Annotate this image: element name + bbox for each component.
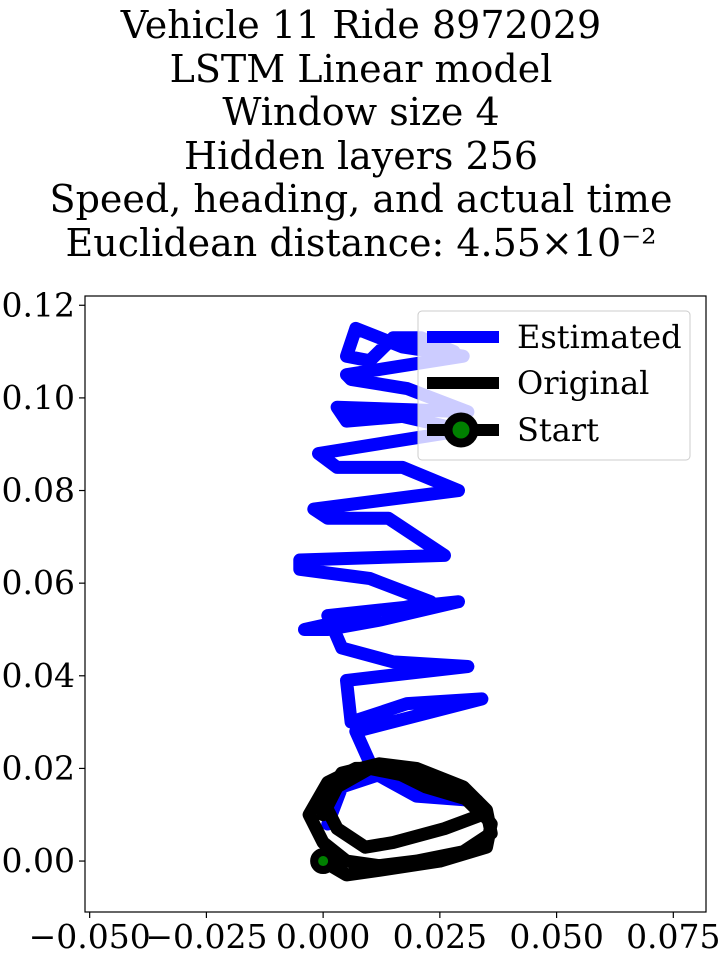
x-tick-label: −0.050: [29, 917, 151, 956]
legend: Estimated Original Start: [417, 310, 691, 461]
y-tick-label: 0.02: [2, 748, 75, 787]
y-tick-label: 0.08: [2, 471, 75, 510]
legend-marker-start: [443, 412, 479, 448]
legend-label-original: Original: [517, 364, 649, 402]
x-tick-label: 0.075: [626, 917, 720, 956]
y-tick-label: 0.10: [2, 378, 75, 417]
y-tick-label: 0.06: [2, 563, 75, 602]
chart-title: Vehicle 11 Ride 8972029 LSTM Linear mode…: [0, 3, 722, 265]
axis-ticks: −0.050−0.025 0.000 0.025 0.050 0.075 0.00 0.02…: [2, 285, 721, 956]
series-line-estimated: [293, 321, 489, 831]
title-line-5: Speed, heading, and actual time: [49, 177, 673, 221]
title-line-2: LSTM Linear model: [169, 46, 553, 91]
y-tick-label: 0.00: [2, 841, 75, 880]
series-marker-start: [310, 848, 337, 875]
title-line-3: Window size 4: [222, 90, 500, 134]
title-line-1: Vehicle 11 Ride 8972029: [120, 3, 602, 47]
legend-box: [417, 310, 691, 461]
series-line-original: [302, 757, 498, 882]
series-layer: [293, 321, 498, 882]
title-line-6: Euclidean distance: 4.55×10⁻²: [65, 220, 657, 265]
x-tick-label: 0.050: [509, 917, 603, 956]
legend-label-estimated: Estimated: [517, 318, 682, 356]
legend-label-start: Start: [517, 411, 599, 449]
x-tick-label: 0.000: [276, 917, 370, 956]
x-tick-label: 0.025: [393, 917, 487, 956]
plot-area-frame: [84, 295, 707, 913]
y-tick-label: 0.04: [2, 656, 75, 695]
y-tick-label: 0.12: [2, 285, 75, 324]
title-line-4: Hidden layers 256: [183, 133, 539, 178]
x-tick-label: −0.025: [145, 917, 267, 956]
